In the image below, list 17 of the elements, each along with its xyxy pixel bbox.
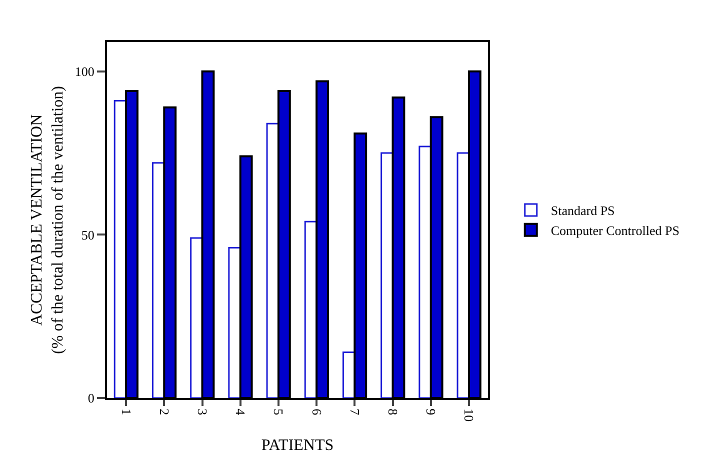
y-tick-label: 100 — [74, 64, 94, 79]
x-tick-label: 9 — [424, 408, 439, 416]
x-tick-label: 1 — [118, 408, 134, 416]
x-tick-label: 10 — [462, 408, 477, 422]
legend-label: Standard PS — [550, 203, 615, 218]
x-tick-label: 8 — [386, 408, 401, 416]
x-tick-label: 6 — [309, 408, 324, 416]
x-tick-label: 5 — [271, 408, 286, 416]
x-tick-label: 3 — [195, 408, 210, 416]
x-tick-label: 4 — [233, 408, 248, 416]
legend-label: Computer Controlled PS — [550, 222, 680, 238]
y-axis-title: ACCEPTABLE VENTILATION (% of the total duration of the ventilation) — [28, 86, 66, 354]
x-axis-title: PATIENTS — [261, 436, 334, 454]
x-tick-label: 2 — [156, 408, 172, 416]
x-tick-label: 7 — [347, 408, 362, 416]
y-tick-label: 0 — [88, 390, 94, 406]
y-tick-label: 50 — [81, 227, 94, 242]
